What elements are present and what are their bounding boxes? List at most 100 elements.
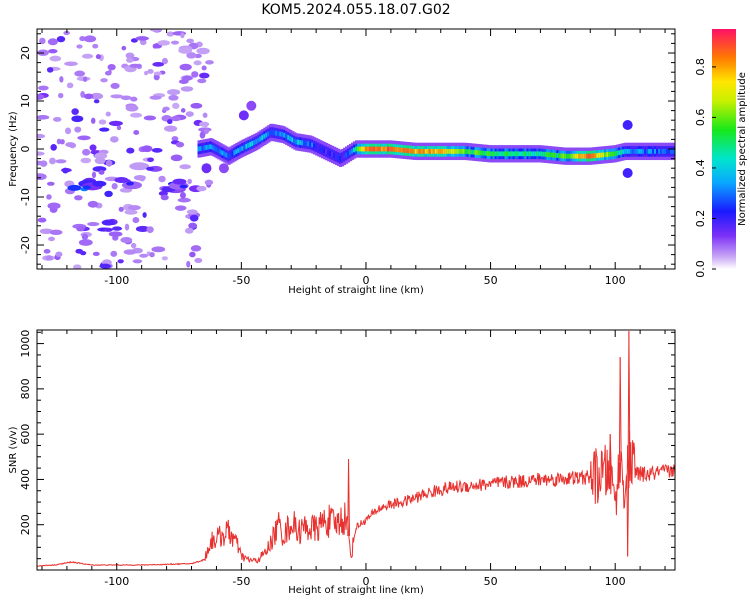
spectrogram-blob (117, 259, 124, 264)
spectrogram-ridge-cell (492, 151, 496, 157)
spectrogram-ridge-cell (311, 142, 315, 148)
spectrogram-ridge-cell (213, 146, 217, 151)
spectrogram-ridge-cell (458, 149, 462, 154)
spectrogram-blob (100, 78, 108, 83)
spectrogram-frame (36, 28, 676, 270)
spectrogram-ridge-cell (506, 151, 510, 157)
spectrogram-blob (47, 38, 58, 46)
spectrogram-ridge-cell (307, 141, 311, 147)
spectrogram-ridge-cell (486, 151, 490, 156)
spectrogram-ridge-cell (217, 148, 221, 154)
y-tick-label: 600 (19, 424, 32, 445)
spectrogram-ridge-cell (354, 146, 359, 152)
spectrogram-blob (182, 75, 193, 81)
spectrogram-blob (184, 227, 194, 234)
spectrogram-blob (83, 93, 94, 100)
spectrogram-blob (39, 160, 48, 167)
spectrogram-ridge-cell (642, 149, 646, 154)
spectrogram-ridge-cell (504, 151, 508, 157)
spectrogram-ridge-cell (241, 145, 245, 151)
spectrogram-ridge-cell (301, 140, 305, 146)
spectrogram-blob (80, 91, 85, 98)
spectrogram-ridge-cell (205, 145, 209, 150)
spectrogram-ridge-cell (502, 151, 506, 157)
spectrogram-ridge-cell (360, 146, 365, 152)
spectrogram-ridge-cell (454, 149, 458, 154)
spectrogram-ridge-cell (522, 151, 526, 157)
spectrogram-blob (67, 184, 82, 191)
spectrogram-blob (196, 47, 210, 55)
spectrogram-ridge-cell (343, 153, 347, 159)
spectrogram-blob (73, 264, 82, 269)
spectrogram-blob (45, 255, 53, 261)
spectrogram-blob (50, 144, 57, 151)
spectrogram-ridge-cell (526, 151, 530, 157)
spectrogram-ridge-cell (333, 153, 337, 158)
spectrogram-blob (130, 242, 137, 249)
snr-spike (609, 434, 612, 471)
spectrogram-blob (142, 212, 147, 218)
spectrogram-blob (94, 157, 106, 165)
spectrogram-ridge-cell (630, 149, 634, 154)
spectrogram-ridge-cell (341, 155, 345, 161)
spectrogram-blob (190, 245, 202, 252)
spectrogram-blob (622, 168, 633, 178)
spectrogram-blob (114, 177, 129, 184)
colorbar-gradient (712, 29, 736, 269)
snr-frame (36, 329, 676, 571)
spectrogram-blob (63, 30, 70, 36)
spectrogram-ridge-cell (378, 146, 383, 152)
spectrogram-blob (172, 178, 187, 185)
spectrogram-blob (197, 78, 207, 84)
spectrogram-blob (125, 104, 139, 112)
spectrogram-ridge-cell (542, 151, 546, 157)
spectrogram-blob (46, 67, 54, 73)
spectrogram-blob (59, 139, 65, 145)
spectrogram-ridge-cell (554, 152, 558, 158)
spectrogram-ridge-cell (580, 153, 584, 159)
spectrogram-blob (112, 226, 123, 231)
spectrogram-ridge-cell (287, 135, 291, 140)
spectrogram-ridge-cell (400, 147, 405, 153)
spectrogram-ridge-cell (253, 140, 257, 145)
spectrogram-ridge-cell (382, 146, 387, 152)
spectrogram-x-axis-label: Height of straight line (km) (288, 285, 424, 296)
spectrogram-ridge-cell (476, 150, 480, 155)
spectrogram-ridge-cell (478, 150, 482, 156)
spectrogram-ridge-cell (394, 147, 399, 152)
spectrogram-ridge-cell (646, 149, 650, 154)
spectrogram-blob (118, 206, 124, 212)
y-tick-label: -10 (19, 188, 32, 206)
spectrogram-ridge-cell (412, 148, 417, 154)
snr-spike (628, 331, 631, 466)
spectrogram-ridge-cell (233, 150, 237, 156)
spectrogram-blob (82, 185, 91, 190)
spectrogram-ridge-cell (339, 155, 343, 161)
spectrogram-blob (37, 133, 46, 139)
spectrogram-blob (64, 127, 72, 135)
spectrogram-ridge-cell (552, 152, 556, 158)
snr-spike (619, 357, 622, 462)
spectrogram-ridge-cell (261, 135, 265, 141)
spectrogram-ridge-cell (289, 136, 293, 142)
spectrogram-blob (39, 228, 53, 235)
spectrogram-blob (179, 63, 192, 71)
spectrogram-blob (116, 125, 122, 131)
spectrogram-ridge-cell (544, 151, 548, 157)
spectrogram-ridge-cell (568, 153, 572, 159)
spectrogram-blob (180, 108, 186, 113)
spectrogram-blob (180, 32, 185, 39)
spectrogram-blob (175, 141, 185, 148)
spectrogram-blob (99, 263, 111, 269)
spectrogram-blob (168, 94, 179, 101)
spectrogram-blob (110, 136, 119, 143)
spectrogram-blob (108, 120, 123, 127)
spectrogram-ridge-cell (448, 149, 452, 154)
spectrogram-blob (149, 95, 162, 100)
spectrogram-ridge-cell (594, 153, 598, 159)
spectrogram-ridge-cell (351, 148, 355, 154)
spectrogram-blob (104, 190, 113, 198)
spectrogram-ridge-cell (372, 146, 377, 152)
spectrogram-ridge-cell (488, 151, 492, 157)
spectrogram-ridge-cell (424, 149, 428, 154)
